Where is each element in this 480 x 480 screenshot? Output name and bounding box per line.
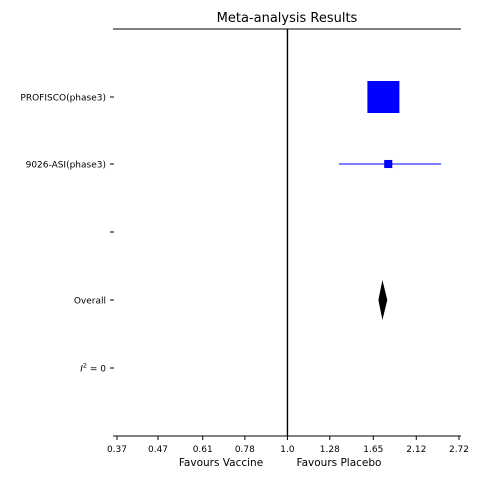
x-tick-label: 0.61 <box>193 445 213 455</box>
x-tick-label: 0.78 <box>235 445 255 455</box>
study-square <box>384 159 393 169</box>
x-tick-label: 2.72 <box>449 445 469 455</box>
overall-diamond <box>378 280 388 320</box>
study-label: 9026-ASI(phase3) <box>26 161 106 171</box>
study-label: PROFISCO(phase3) <box>20 94 106 104</box>
x-tick-label: 1.28 <box>320 445 340 455</box>
heterogeneity-label: I2 = 0 <box>80 362 106 375</box>
study-square <box>367 81 400 113</box>
y-axis-rows: PROFISCO(phase3) 9026-ASI(phase3) Overall I… <box>20 94 114 375</box>
x-tick-label: 0.37 <box>107 445 127 455</box>
x-tick-label: 2.12 <box>406 445 426 455</box>
plot-marks <box>286 29 442 436</box>
xlabel-right: Favours Placebo <box>297 457 382 469</box>
x-axis-ticks: 0.37 0.47 0.61 0.78 1.0 1.28 1.65 2.12 2.72 <box>107 436 469 455</box>
xlabel-left: Favours Vaccine <box>179 457 263 469</box>
chart-title: Meta-analysis Results <box>217 11 358 26</box>
x-tick-label: 0.47 <box>148 445 168 455</box>
x-tick-label: 1.0 <box>280 445 295 455</box>
overall-label: Overall <box>74 297 106 307</box>
x-tick-label: 1.65 <box>363 445 383 455</box>
